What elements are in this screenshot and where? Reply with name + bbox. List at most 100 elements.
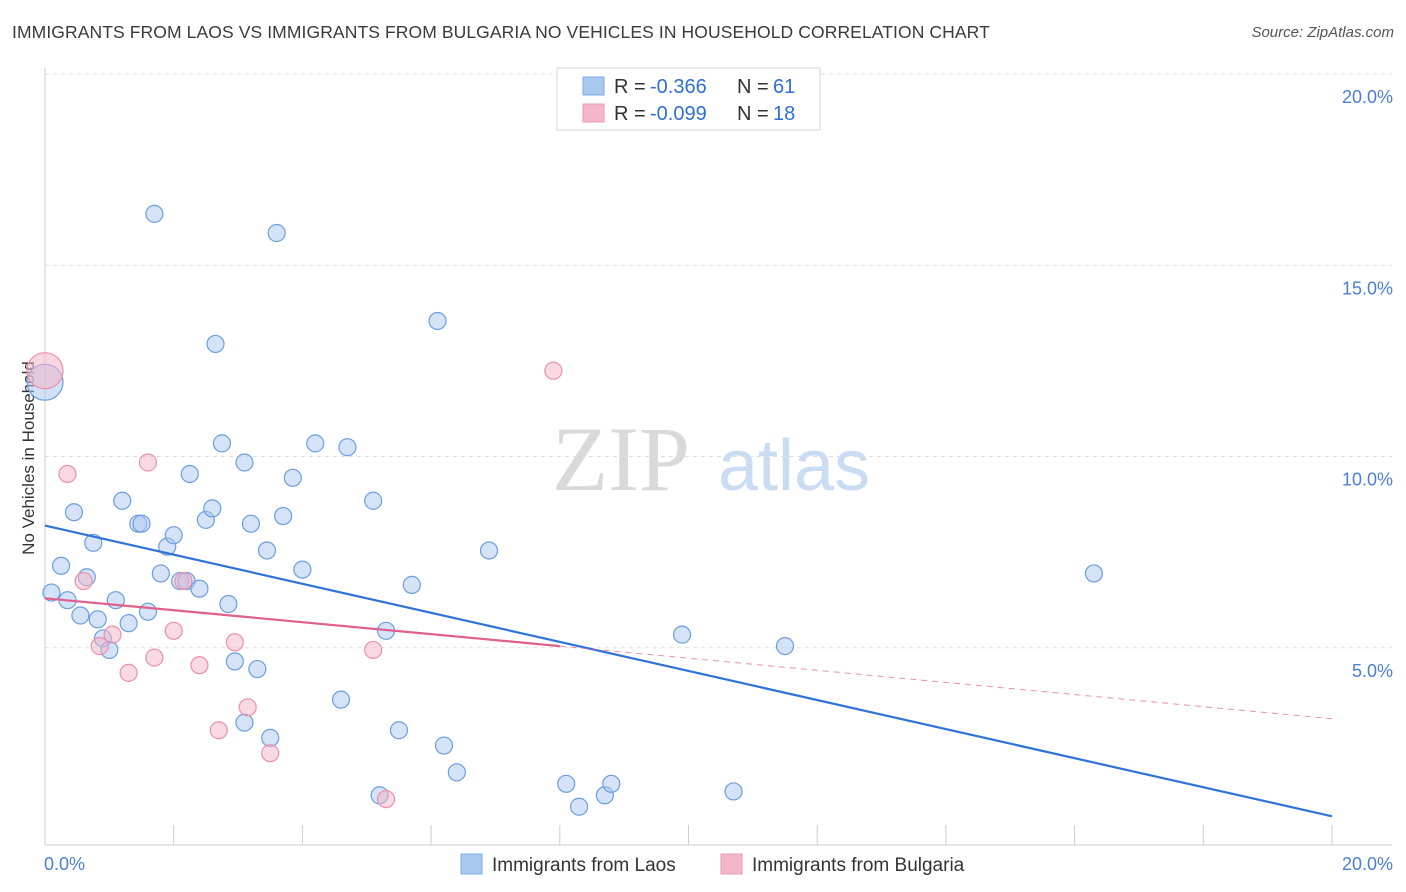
- laos-point-59: [775, 636, 795, 656]
- legend-r-label-laos: R =: [614, 76, 646, 98]
- trend-line-1: [44, 597, 560, 648]
- trend-lines: [44, 524, 1333, 818]
- laos-point-8: [88, 610, 107, 629]
- laos-point-49: [428, 311, 447, 331]
- laos-point-32: [235, 713, 254, 732]
- legend-n-label-bulgaria: N =: [737, 103, 769, 125]
- legend-swatch-bulgaria-bottom: [720, 853, 743, 875]
- y-axis-label: No Vehicles in Household: [19, 361, 38, 555]
- laos-point-28: [212, 434, 232, 453]
- laos-point-29: [219, 594, 238, 614]
- bulgaria-point-11: [209, 721, 228, 740]
- laos-point-36: [261, 728, 280, 748]
- y-tick-labels: 5.0% 10.0% 15.0% 20.0%: [1342, 87, 1393, 681]
- y-tick-label-1: 10.0%: [1342, 470, 1393, 490]
- laos-point-37: [267, 223, 286, 243]
- trend-line-0: [44, 524, 1333, 818]
- watermark-zip: ZIP: [552, 408, 690, 510]
- watermark-atlas: atlas: [718, 426, 870, 506]
- grid-lines: [45, 73, 1392, 649]
- laos-point-39: [283, 468, 302, 487]
- series-laos-points: [26, 204, 1104, 816]
- legend-swatch-bulgaria: [582, 103, 605, 123]
- laos-point-2: [51, 556, 71, 575]
- laos-point-42: [331, 690, 351, 709]
- legend-n-label-laos: N =: [737, 76, 769, 98]
- bulgaria-point-13: [238, 698, 257, 717]
- y-tick-label-0: 5.0%: [1352, 661, 1393, 681]
- laos-point-17: [145, 204, 164, 223]
- laos-point-44: [364, 491, 383, 510]
- chart-title: IMMIGRANTS FROM LAOS VS IMMIGRANTS FROM …: [12, 22, 990, 42]
- laos-point-27: [206, 334, 225, 354]
- laos-point-53: [557, 774, 576, 793]
- x-tick-labels: 0.0% 20.0%: [44, 854, 1393, 874]
- laos-point-1: [42, 583, 61, 602]
- laos-point-58: [724, 782, 743, 801]
- laos-point-48: [402, 575, 421, 595]
- bulgaria-point-4: [103, 625, 122, 644]
- bulgaria-point-2: [74, 571, 93, 591]
- laos-point-18: [151, 564, 170, 583]
- laos-point-52: [479, 541, 499, 560]
- bulgaria-point-6: [138, 453, 158, 472]
- legend-n-value-bulgaria: 18: [773, 103, 795, 125]
- bulgaria-point-15: [364, 640, 383, 660]
- laos-point-16: [138, 602, 158, 621]
- laos-point-51: [447, 763, 466, 782]
- laos-point-26: [203, 499, 222, 518]
- y-tick-label-3: 20.0%: [1342, 87, 1393, 107]
- watermark: ZIP atlas: [552, 408, 870, 510]
- legend-r-label-bulgaria: R =: [614, 103, 646, 125]
- laos-point-13: [119, 614, 138, 633]
- bulgaria-point-14: [261, 744, 280, 763]
- y-tick-label-2: 15.0%: [1342, 278, 1393, 298]
- bulgaria-point-12: [225, 633, 244, 652]
- x-tick-label-0: 0.0%: [44, 854, 85, 874]
- laos-point-30: [225, 652, 244, 671]
- legend-r-value-laos: -0.366: [650, 76, 707, 98]
- laos-point-56: [602, 774, 621, 793]
- legend-swatch-laos-bottom: [460, 853, 483, 875]
- laos-point-54: [570, 797, 589, 816]
- laos-point-33: [241, 514, 261, 533]
- legend-n-value-laos: 61: [773, 76, 795, 98]
- laos-point-23: [180, 464, 199, 484]
- laos-point-5: [71, 606, 90, 625]
- laos-point-20: [164, 526, 183, 545]
- laos-point-50: [434, 736, 454, 755]
- laos-point-12: [113, 491, 132, 510]
- trend-line-2: [559, 645, 1333, 720]
- legend-label-bulgaria: Immigrants from Bulgaria: [752, 855, 965, 876]
- bulgaria-point-3: [90, 636, 109, 656]
- bulgaria-point-0: [26, 352, 64, 390]
- laos-point-57: [672, 625, 692, 644]
- series-bulgaria-points: [26, 352, 563, 809]
- laos-point-40: [293, 560, 312, 579]
- laos-point-38: [273, 506, 293, 526]
- laos-point-34: [248, 659, 267, 679]
- bulgaria-point-17: [544, 361, 563, 380]
- bulgaria-point-16: [376, 789, 396, 809]
- axes: [44, 68, 1392, 846]
- laos-point-43: [338, 438, 357, 457]
- bulgaria-point-8: [164, 621, 183, 640]
- bulgaria-point-5: [119, 663, 138, 682]
- source-label: Source: ZipAtlas.com: [1251, 24, 1394, 41]
- laos-point-31: [235, 453, 254, 472]
- laos-point-47: [389, 721, 409, 740]
- x-tick-label-1: 20.0%: [1342, 854, 1393, 874]
- legend-r-value-bulgaria: -0.099: [650, 103, 707, 125]
- laos-point-60: [1084, 564, 1104, 583]
- correlation-legend: R = -0.366 N = 61 R = -0.099 N = 18: [556, 67, 821, 131]
- bulgaria-point-10: [190, 656, 209, 675]
- legend-label-laos: Immigrants from Laos: [492, 855, 676, 876]
- laos-point-24: [190, 579, 209, 598]
- series-legend: Immigrants from Laos Immigrants from Bul…: [460, 853, 965, 876]
- laos-point-41: [306, 434, 325, 453]
- bulgaria-point-7: [145, 648, 164, 667]
- legend-swatch-laos: [582, 76, 605, 96]
- bulgaria-point-9: [174, 571, 193, 591]
- bulgaria-point-1: [58, 464, 77, 484]
